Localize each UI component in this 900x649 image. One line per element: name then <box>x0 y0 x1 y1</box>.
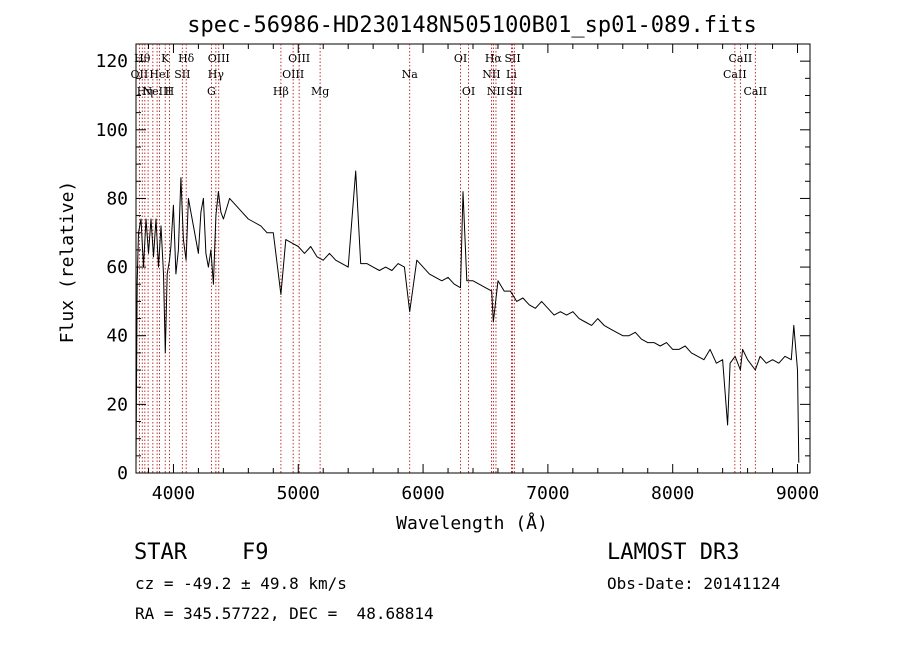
spectral-line-label: K <box>161 52 170 65</box>
x-axis-label: Wavelength (Å) <box>396 512 548 534</box>
spectral-line-label: OIII <box>288 52 310 65</box>
spectral-line-label: CaII <box>723 68 747 81</box>
spectral-line-label: Mg <box>311 85 329 98</box>
spectral-line-label: Hδ <box>178 52 195 65</box>
y-axis-label: Flux (relative) <box>57 181 78 344</box>
x-tick-label: 6000 <box>401 483 444 504</box>
spectral-line-label: OII <box>131 68 149 81</box>
y-tick-label: 0 <box>117 463 128 484</box>
spectral-line-label: G <box>207 85 216 98</box>
plot-frame <box>135 43 811 474</box>
observation-date: Obs-Date: 20141124 <box>607 574 781 593</box>
survey-name: LAMOST DR3 <box>607 540 740 565</box>
y-tick-label: 100 <box>95 120 128 141</box>
spectral-line-label: SII <box>504 52 520 65</box>
spectral-line-label: NII <box>482 68 500 81</box>
spectrum-series-line <box>135 170 800 467</box>
redshift-value: cz = -49.2 ± 49.8 km/s <box>135 574 347 593</box>
spectral-class: F9 <box>242 540 269 565</box>
x-tick-label: 9000 <box>776 483 819 504</box>
spectral-line-label: OI <box>454 52 467 65</box>
y-tick-label: 60 <box>106 257 128 278</box>
spectral-line-label: Hγ <box>208 68 225 81</box>
spectral-line-label: CaII <box>729 52 753 65</box>
spectral-line-label: Hη <box>137 85 153 98</box>
spectral-line-label: SII <box>174 68 190 81</box>
spectral-line-label: Hθ <box>134 52 151 65</box>
spectral-line-label: OI <box>462 85 475 98</box>
x-tick-label: 5000 <box>277 483 320 504</box>
y-tick-label: 80 <box>106 188 128 209</box>
y-tick-label: 120 <box>95 51 128 72</box>
x-tick-label: 8000 <box>651 483 694 504</box>
y-tick-label: 40 <box>106 326 128 347</box>
x-tick-label: 7000 <box>526 483 569 504</box>
coordinates: RA = 345.57722, DEC = 48.68814 <box>135 604 434 623</box>
chart-title: spec-56986-HD230148N505100B01_sp01-089.f… <box>187 13 757 38</box>
spectral-line-label: OIII <box>282 68 304 81</box>
spectral-line-label: NII <box>487 85 505 98</box>
spectral-line-label: H <box>165 85 175 98</box>
y-tick-label: 20 <box>106 394 128 415</box>
x-tick-label: 4000 <box>152 483 195 504</box>
spectral-line-label: NeIII <box>143 85 172 98</box>
spectral-line-label: CaII <box>743 85 767 98</box>
spectral-line-label: Li <box>506 68 517 81</box>
spectral-line-label: Na <box>402 68 419 81</box>
object-type: STAR <box>134 540 187 565</box>
spectral-line-label: SII <box>506 85 522 98</box>
spectral-line-label: OIII <box>208 52 230 65</box>
spectral-line-label: Hβ <box>273 85 289 98</box>
spectral-line-label: Hα <box>485 52 503 65</box>
spectral-line-label: HeI <box>149 68 169 81</box>
